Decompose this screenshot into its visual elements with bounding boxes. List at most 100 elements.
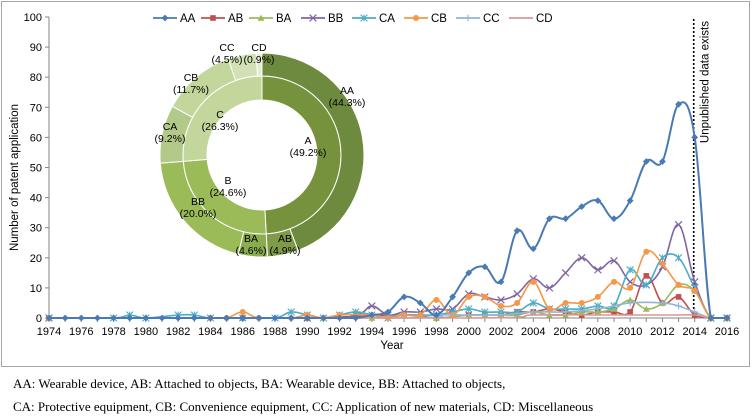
x-tick-label: 2010 [618, 326, 642, 338]
data-point-aa [384, 308, 392, 316]
y-tick-label: 10 [30, 283, 42, 295]
data-point-cb [417, 311, 424, 318]
data-point-aa [723, 314, 731, 322]
data-point-cb [675, 281, 682, 288]
data-point-aa [481, 263, 489, 271]
data-point-cc [626, 299, 634, 307]
legend-label-aa: AA [180, 13, 196, 25]
y-tick-label: 0 [36, 313, 42, 325]
data-point-cb [530, 278, 537, 285]
legend-marker-cc [464, 14, 472, 22]
x-tick-label: 1986 [230, 326, 254, 338]
series-bb [45, 220, 731, 322]
series-aa [45, 100, 731, 322]
series-cd [48, 313, 727, 319]
data-point-aa [691, 134, 699, 141]
data-point-aa [61, 314, 69, 322]
data-point-cb [643, 248, 650, 255]
data-point-bb [545, 284, 554, 292]
caption-line-1: AA: Wearable device, AB: Attached to obj… [13, 376, 506, 391]
data-point-ab [627, 309, 633, 315]
legend-marker-ab [210, 15, 216, 21]
data-point-ca [626, 266, 634, 274]
data-point-aa [546, 215, 553, 223]
x-tick-label: 1984 [198, 326, 222, 338]
x-tick-label: 2016 [715, 326, 739, 338]
data-point-aa [675, 100, 682, 108]
y-axis-title: Number of patent application [9, 104, 21, 251]
data-point-aa [190, 314, 198, 322]
data-point-cb [627, 284, 634, 291]
data-point-ca [529, 299, 538, 307]
data-point-aa [287, 314, 295, 322]
data-point-cc [659, 299, 666, 307]
patent-line-chart: 0 10 20 30 40 50 60 70 80 90 100 1974 1976 1978 1980 19… [9, 12, 739, 352]
data-point-cb [433, 296, 440, 303]
caption-line-2: CA: Protective equipment, CB: Convenienc… [13, 399, 594, 414]
data-point-aa [578, 203, 586, 211]
donut-outer-label-cd: CD (0.9%) [244, 42, 275, 66]
x-tick-label: 1976 [69, 326, 93, 338]
y-tick-label: 80 [30, 72, 42, 84]
donut-outer-label-cb: CB (11.7%) [173, 72, 209, 96]
donut-outer-label-cc: CC (4.5%) [212, 42, 243, 66]
x-tick-label: 2000 [456, 326, 480, 338]
data-point-aa [610, 215, 618, 223]
data-point-aa [416, 299, 424, 307]
data-point-cb [562, 299, 569, 306]
data-point-ab [611, 309, 617, 315]
data-point-aa [45, 314, 53, 322]
data-point-aa [303, 314, 311, 322]
data-point-aa [562, 215, 569, 223]
donut-outer-label-bb: BB (20.0%) [180, 196, 217, 220]
donut-outer-label-ab: AB (4.9%) [270, 233, 301, 257]
legend-label-ca: CA [379, 13, 395, 25]
data-point-aa [707, 314, 715, 322]
data-point-cb [546, 305, 553, 312]
figure-caption: AA: Wearable device, AB: Attached to obj… [13, 372, 748, 418]
donut-inner-label-b: B (24.6%) [210, 175, 247, 199]
data-point-aa [513, 227, 521, 235]
chart-frame: 0 10 20 30 40 50 60 70 80 90 100 1974 1976 1978 1980 19… [1, 1, 750, 367]
legend-label-ba: BA [276, 13, 292, 25]
data-point-bb [577, 253, 586, 262]
donut-outer-label-aa: AA (44.3%) [329, 85, 366, 109]
donut-inner-label-a: A (49.2%) [290, 135, 327, 159]
x-tick-label: 1994 [360, 326, 384, 338]
series-line-cb [48, 250, 727, 319]
donut-outer-slice-cd [255, 52, 263, 77]
data-point-ca [642, 281, 651, 289]
data-point-aa [659, 158, 666, 165]
legend-label-cd: CD [536, 13, 553, 25]
data-point-aa [77, 314, 85, 322]
data-point-bb [497, 296, 505, 304]
data-point-bb [594, 266, 602, 274]
legend-label-bb: BB [328, 13, 344, 25]
series-line-ca [48, 253, 727, 319]
data-point-aa [223, 314, 230, 322]
x-tick-label: 2014 [682, 326, 706, 338]
data-point-ab [643, 273, 650, 279]
data-point-ba [642, 305, 650, 312]
data-point-aa [400, 293, 408, 301]
y-tick-label: 20 [30, 253, 42, 265]
data-point-aa [94, 314, 101, 322]
data-point-aa [158, 314, 166, 322]
data-point-aa [642, 158, 650, 165]
data-point-cb [465, 293, 472, 300]
data-point-bb [432, 305, 441, 313]
data-point-bb [513, 290, 521, 298]
data-point-aa [255, 314, 263, 322]
y-tick-label: 50 [30, 163, 42, 175]
data-point-aa [142, 314, 150, 322]
data-point-cb [481, 293, 488, 300]
donut-inner-label-c: C (26.3%) [202, 109, 239, 133]
y-tick-label: 30 [30, 223, 42, 235]
donut-outer-label-ca: CA (9.2%) [155, 121, 186, 145]
x-tick-label: 2004 [521, 326, 545, 338]
x-tick-label: 1992 [327, 326, 351, 338]
y-tick-label: 100 [24, 12, 42, 24]
data-point-cc [675, 302, 682, 310]
data-point-bb [561, 269, 570, 277]
data-point-aa [352, 314, 360, 322]
